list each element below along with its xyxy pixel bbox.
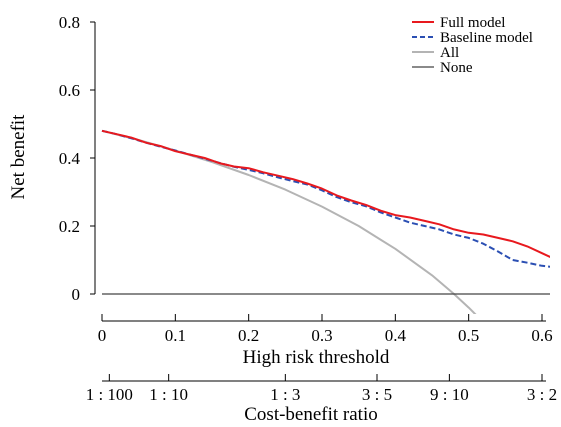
x2-ticks: 1 : 100 1 : 10 1 : 3 3 : 5 9 : 10 3 : 2 bbox=[86, 374, 557, 404]
x-tick-label: 0.2 bbox=[238, 326, 259, 345]
x-ticks: 0 0.1 0.2 0.3 0.4 0.5 0.6 bbox=[98, 314, 553, 345]
y-tick-label: 0 bbox=[72, 285, 81, 304]
x2-tick-label: 1 : 10 bbox=[149, 385, 188, 404]
legend-label-none: None bbox=[440, 60, 473, 76]
x2-tick-label: 1 : 3 bbox=[270, 385, 300, 404]
x-tick-label: 0 bbox=[98, 326, 107, 345]
legend-label-all: All bbox=[440, 45, 459, 61]
y-tick-label: 0.2 bbox=[59, 217, 80, 236]
y-tick-label: 0.4 bbox=[59, 149, 81, 168]
x2-tick-label: 1 : 100 bbox=[86, 385, 133, 404]
x-tick-label: 0.6 bbox=[531, 326, 552, 345]
x-axis-title: High risk threshold bbox=[243, 347, 390, 368]
series-line-baseline-model bbox=[101, 129, 550, 268]
y-tick-label: 0.6 bbox=[59, 81, 80, 100]
x2-tick-label: 9 : 10 bbox=[430, 385, 469, 404]
x-tick-label: 0.3 bbox=[311, 326, 332, 345]
series-group bbox=[101, 129, 550, 314]
x2-axis-title: Cost-benefit ratio bbox=[244, 404, 378, 425]
x2-tick-label: 3 : 2 bbox=[527, 385, 557, 404]
x-tick-label: 0.1 bbox=[165, 326, 186, 345]
x-tick-label: 0.5 bbox=[458, 326, 479, 345]
x2-tick-label: 3 : 5 bbox=[362, 385, 392, 404]
y-tick-label: 0.8 bbox=[59, 13, 80, 32]
legend-label-baseline-model: Baseline model bbox=[440, 30, 533, 46]
y-ticks: 0 0.2 0.4 0.6 0.8 bbox=[59, 13, 95, 304]
x-tick-label: 0.4 bbox=[385, 326, 407, 345]
legend-label-full-model: Full model bbox=[440, 15, 505, 31]
y-axis-title: Net benefit bbox=[8, 114, 29, 200]
series-line-full-model bbox=[101, 129, 550, 259]
